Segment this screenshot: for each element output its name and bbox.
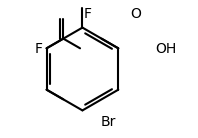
Text: Br: Br [100, 115, 116, 129]
Text: O: O [130, 7, 141, 22]
Text: F: F [35, 42, 43, 56]
Text: OH: OH [155, 42, 176, 56]
Text: F: F [83, 7, 91, 22]
